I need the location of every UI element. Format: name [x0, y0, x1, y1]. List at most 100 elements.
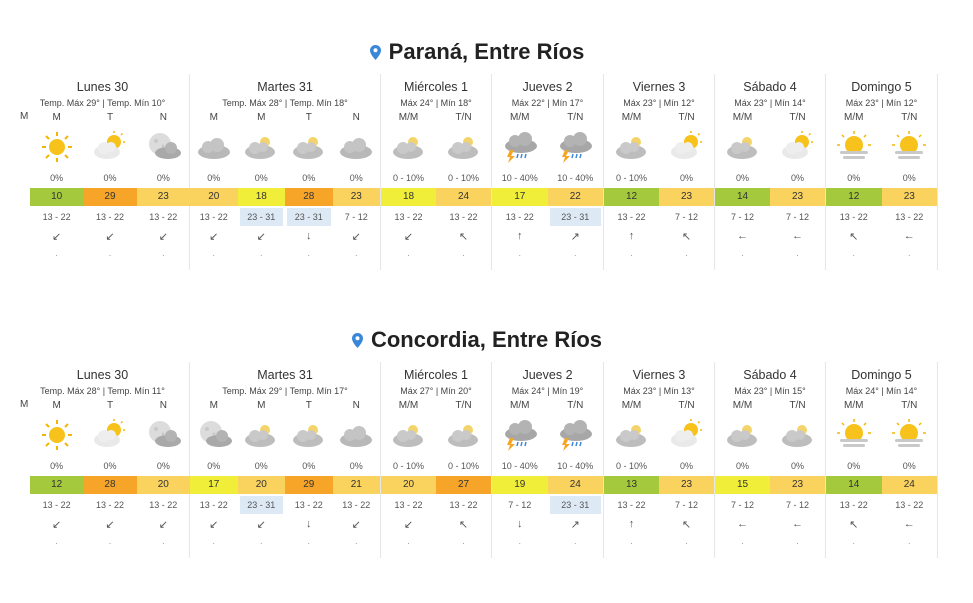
day-name: Sábado 4	[743, 80, 797, 94]
day-temp-range: Máx 27° | Mín 20°	[400, 386, 472, 396]
rain-probability: 0%	[847, 173, 861, 183]
wind-speed: 13 - 22	[895, 212, 924, 222]
wind-speed: 23 - 31	[549, 496, 601, 514]
sun-cloud-dim-icon	[444, 130, 484, 164]
period-columns: M/M 0% 12 13 - 22 ↖ · T/N 0% 23 13 - 22 ← ·	[826, 112, 937, 270]
day-name: Jueves 2	[522, 80, 573, 94]
wind-speed: 7 - 12	[730, 212, 754, 222]
separator-dot: ·	[354, 538, 358, 548]
day-temp-range: Máx 23° | Mín 15°	[734, 386, 806, 396]
day-name: Viernes 3	[632, 80, 686, 94]
period-column: M/M 0% 14 7 - 12 ← ·	[715, 112, 770, 270]
period-column: T 0% 29 13 - 22 ↓ ·	[285, 400, 333, 558]
period-column: N 0% 20 13 - 22 ↙ ·	[136, 400, 190, 558]
wind-speed: 13 - 22	[95, 212, 124, 222]
period-column: N 0% 23 13 - 22 ↙ ·	[136, 112, 190, 270]
day-name: Viernes 3	[632, 368, 686, 382]
period-columns: M/M 0 - 10% 20 13 - 22 ↙ · T/N 0 - 10% 27 13 - 22…	[381, 400, 491, 558]
period-column: M 0% 10 13 - 22 ↙ ·	[30, 112, 84, 270]
wind-speed: 13 - 22	[505, 212, 534, 222]
wind-direction-icon: ↓	[306, 518, 312, 530]
day-card: Martes 31 Temp. Máx 29° | Temp. Mín 17° M 0…	[190, 362, 381, 558]
wind-direction-icon: ←	[792, 230, 803, 242]
day-name: Domingo 5	[851, 80, 912, 94]
rain-probability: 0%	[679, 173, 693, 183]
temperature-cell: 20	[237, 476, 285, 494]
period-label: T/N	[678, 400, 695, 411]
wind-direction-icon: ↙	[351, 231, 361, 243]
wind-speed: 23 - 31	[549, 208, 601, 226]
separator-dot: ·	[573, 538, 577, 548]
period-column: T/N 0% 23 7 - 12 ↖ ·	[659, 112, 714, 270]
day-temp-range: Máx 23° | Mín 13°	[623, 386, 695, 396]
rain-probability: 0 - 10%	[447, 461, 480, 471]
period-column: T/N 0 - 10% 27 13 - 22 ↖ ·	[436, 400, 491, 558]
separator-dot: ·	[907, 538, 911, 548]
moon-cloud-icon	[194, 418, 234, 452]
period-column: N 0% 23 7 - 12 ↙ ·	[332, 112, 380, 270]
day-name: Lunes 30	[76, 368, 129, 382]
sun-cloud-dim-icon	[778, 418, 818, 452]
sun-cloud-dim-icon	[241, 418, 281, 452]
sun-cloud-dim-icon	[612, 130, 652, 164]
storm-icon	[555, 130, 595, 164]
wind-speed: 13 - 22	[839, 500, 868, 510]
separator-dot: ·	[161, 538, 165, 548]
wind-speed: 13 - 22	[617, 212, 646, 222]
separator-dot: ·	[108, 538, 112, 548]
separator-dot: ·	[630, 538, 633, 548]
rain-probability: 0%	[103, 461, 117, 471]
sun-cloud-icon	[90, 418, 130, 452]
rain-probability: 0%	[902, 461, 916, 471]
temperature-cell: 20	[190, 188, 238, 206]
separator-dot: ·	[212, 538, 216, 548]
rain-probability: 0 - 10%	[615, 461, 648, 471]
rain-probability: 0%	[735, 173, 749, 183]
rain-probability: 0%	[847, 461, 861, 471]
temperature-cell: 23	[770, 476, 825, 494]
storm-icon	[555, 418, 595, 452]
wind-speed: 13 - 22	[895, 500, 924, 510]
wind-speed: 23 - 31	[239, 208, 283, 226]
period-columns: M 0% 17 13 - 22 ↙ · M 0% 20 23 - 31 ↙ · T 0% 29 13 - 22…	[190, 400, 380, 558]
separator-dot: ·	[307, 250, 311, 260]
separator-dot: ·	[354, 250, 358, 260]
wind-direction-icon: ←	[903, 518, 915, 530]
day-card: Sábado 4 Máx 23° | Mín 15° M/M 0% 15 7 - 12 ← ·…	[715, 362, 826, 558]
sun-haze-icon	[889, 130, 929, 164]
day-name: Martes 31	[257, 368, 313, 382]
rain-probability: 0%	[349, 461, 363, 471]
period-column: T/N 10 - 40% 22 23 - 31 ↗ ·	[547, 112, 603, 270]
sun-cloud-dim-icon	[389, 130, 429, 164]
wind-speed: 7 - 12	[674, 212, 698, 222]
temperature-cell: 23	[659, 188, 714, 206]
rain-probability: 0%	[50, 461, 64, 471]
period-label: T	[106, 112, 114, 123]
location-pin-icon	[369, 45, 381, 60]
rain-probability: 0%	[103, 173, 117, 183]
wind-direction-icon: ↖	[458, 519, 469, 531]
sun-icon	[37, 418, 77, 452]
wind-direction-icon: ↙	[52, 519, 62, 531]
wind-speed: 13 - 22	[199, 500, 228, 510]
sun-cloud-dim-icon	[723, 418, 763, 452]
location-pin-icon	[351, 333, 363, 348]
wind-speed: 13 - 22	[149, 500, 178, 510]
temperature-cell: 20	[136, 476, 190, 494]
period-columns: M 0% 20 13 - 22 ↙ · M 0% 18 23 - 31 ↙ · T 0% 28 23 - 31…	[190, 112, 380, 270]
day-card: Jueves 2 Máx 22° | Mín 17° M/M 10 - 40% 17 13…	[492, 74, 604, 270]
period-columns: M/M 10 - 40% 19 7 - 12 ↓ · T/N 10 - 40% 24 23 - 3…	[492, 400, 603, 558]
wind-speed: 13 - 22	[394, 500, 423, 510]
day-card: Jueves 2 Máx 24° | Mín 19° M/M 10 - 40% 19 7 …	[492, 362, 604, 558]
rain-probability: 10 - 40%	[557, 461, 594, 471]
period-column: M 0% 20 23 - 31 ↙ ·	[237, 400, 285, 558]
wind-speed: 13 - 22	[449, 500, 478, 510]
period-columns: M/M 0% 14 7 - 12 ← · T/N 0% 23 7 - 12 ← ·	[715, 112, 825, 270]
wind-direction-icon: ↙	[403, 519, 414, 531]
wind-speed: 7 - 12	[674, 500, 698, 510]
temperature-cell: 13	[604, 476, 659, 494]
temperature-cell: 24	[436, 188, 491, 206]
temperature-cell: 20	[381, 476, 436, 494]
rain-probability: 0 - 10%	[392, 461, 425, 471]
wind-direction-icon: ←	[737, 518, 748, 530]
